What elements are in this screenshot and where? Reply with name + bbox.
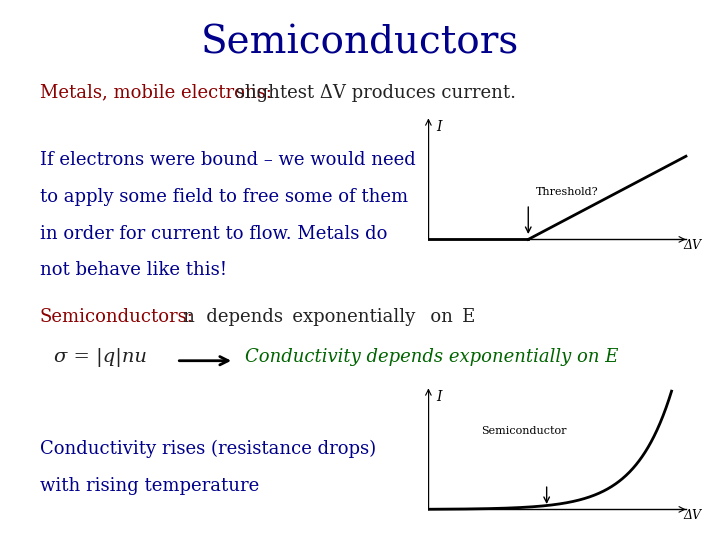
Text: I: I <box>436 120 442 134</box>
Text: with rising temperature: with rising temperature <box>40 477 259 495</box>
Text: ΔV: ΔV <box>683 509 701 523</box>
Text: Threshold?: Threshold? <box>536 187 599 197</box>
Text: I: I <box>436 390 442 404</box>
Text: Conductivity rises (resistance drops): Conductivity rises (resistance drops) <box>40 440 376 458</box>
Text: Semiconductor: Semiconductor <box>481 426 567 436</box>
Text: n  depends  exponentially   on  E: n depends exponentially on E <box>168 308 476 326</box>
Text: Semiconductors:: Semiconductors: <box>40 308 194 326</box>
Text: Metals, mobile electrons:: Metals, mobile electrons: <box>40 84 271 102</box>
Text: Semiconductors: Semiconductors <box>201 24 519 62</box>
Text: If electrons were bound – we would need: If electrons were bound – we would need <box>40 151 415 169</box>
Text: Conductivity depends exponentially on E: Conductivity depends exponentially on E <box>245 348 618 366</box>
Text: σ = |q|nu: σ = |q|nu <box>54 348 147 367</box>
Text: to apply some field to free some of them: to apply some field to free some of them <box>40 188 408 206</box>
Text: ΔV: ΔV <box>683 239 701 253</box>
Text: slightest ΔV produces current.: slightest ΔV produces current. <box>230 84 516 102</box>
Text: in order for current to flow. Metals do: in order for current to flow. Metals do <box>40 225 387 242</box>
Text: not behave like this!: not behave like this! <box>40 261 227 279</box>
